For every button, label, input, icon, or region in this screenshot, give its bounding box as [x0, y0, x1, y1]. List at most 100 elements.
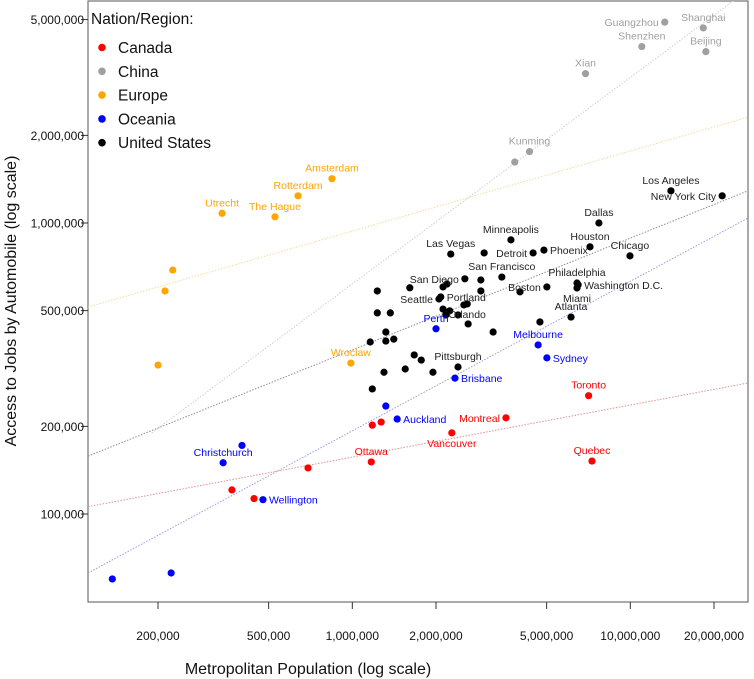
point-label-ottawa: Ottawa	[355, 446, 388, 458]
legend-marker-china	[98, 67, 106, 76]
data-point-europe	[218, 209, 226, 217]
data-point-united-states	[368, 385, 376, 393]
trend-line-china	[151, 1, 734, 434]
point-label-wroclaw: Wroclaw	[331, 347, 371, 359]
point-label-vancouver: Vancouver	[427, 438, 477, 450]
data-point-europe	[328, 175, 336, 183]
data-point-united-states	[498, 273, 506, 281]
data-point-united-states	[586, 243, 594, 251]
point-label-portland: Portland	[447, 292, 486, 304]
point-label-new-york-city: New York City	[651, 191, 717, 203]
point-label-the-hague: The Hague	[249, 201, 301, 213]
data-point-europe	[161, 287, 169, 295]
data-point-united-states	[480, 249, 488, 257]
data-point-oceania	[534, 341, 542, 349]
data-point-united-states	[442, 311, 450, 319]
point-label-quebec: Quebec	[574, 445, 611, 457]
legend: Nation/Region: Canada China Europe Oceania U…	[91, 11, 211, 152]
legend-marker-canada	[98, 43, 106, 52]
data-point-united-states	[373, 309, 381, 317]
point-label-dallas: Dallas	[584, 207, 613, 219]
point-label-brisbane: Brisbane	[461, 373, 503, 385]
data-point-united-states	[439, 305, 447, 313]
point-labels: Toronto Quebec Montreal Vancouver Ottawa Guan…	[194, 12, 726, 507]
data-point-oceania	[393, 415, 401, 423]
data-point-united-states	[536, 318, 544, 326]
point-label-christchurch: Christchurch	[194, 447, 253, 459]
x-tick-label: 10,000,000	[600, 629, 660, 643]
legend-item-oceania: Oceania	[118, 111, 176, 128]
x-axis: 200,000 500,000 1,000,000 2,000,000 5,000,00…	[136, 602, 744, 643]
data-point-china	[699, 24, 707, 32]
data-point-united-states	[386, 309, 394, 317]
legend-item-china: China	[118, 64, 159, 81]
data-point-canada	[585, 392, 593, 400]
data-point-united-states	[507, 236, 515, 244]
y-axis-title: Access to Jobs by Automobile (log scale)	[3, 156, 20, 447]
point-label-wellington: Wellington	[269, 495, 318, 507]
point-label-seattle: Seattle	[400, 294, 433, 306]
data-point-china	[581, 70, 590, 78]
point-label-auckland: Auckland	[403, 414, 446, 426]
point-label-miami: Miami	[563, 293, 591, 305]
data-point-canada	[502, 414, 510, 422]
data-point-united-states	[373, 287, 381, 295]
data-point-china	[638, 42, 646, 51]
data-point-united-states	[437, 293, 445, 301]
point-label-melbourne: Melbourne	[513, 329, 563, 341]
x-tick-label: 2,000,000	[409, 629, 463, 643]
point-label-perth: Perth	[423, 313, 448, 325]
data-point-united-states	[406, 284, 414, 292]
data-point-united-states	[567, 313, 575, 321]
data-point-europe	[347, 359, 355, 367]
data-point-united-states	[417, 356, 425, 364]
point-label-houston: Houston	[570, 231, 609, 243]
data-point-united-states	[461, 275, 469, 283]
point-label-shenzhen: Shenzhen	[618, 31, 665, 43]
trend-line-oceania	[88, 217, 748, 574]
legend-item-canada: Canada	[118, 40, 173, 57]
legend-item-europe: Europe	[118, 88, 168, 105]
point-label-san-francisco: San Francisco	[468, 261, 535, 273]
data-point-united-states	[529, 249, 537, 257]
data-point-united-states	[477, 287, 485, 295]
trend-lines	[88, 1, 748, 574]
data-point-united-states	[489, 328, 497, 336]
point-label-utrecht: Utrecht	[205, 197, 239, 209]
point-label-atlanta: Atlanta	[555, 301, 588, 313]
data-point-united-states	[626, 252, 634, 260]
data-point-oceania	[451, 374, 459, 382]
point-label-boston: Boston	[508, 282, 541, 294]
data-point-china	[511, 158, 519, 166]
y-tick-label: 500,000	[41, 304, 85, 318]
data-point-canada	[377, 418, 385, 426]
y-tick-label: 200,000	[41, 420, 85, 434]
trend-line-canada	[88, 382, 748, 508]
y-tick-label: 100,000	[41, 508, 85, 522]
point-label-xian: Xian	[575, 58, 596, 70]
data-point-canada	[368, 421, 376, 429]
data-point-united-states	[573, 284, 581, 292]
data-point-oceania	[382, 402, 390, 410]
data-point-united-states	[366, 338, 374, 346]
data-point-united-states	[429, 368, 437, 376]
data-point-china	[702, 48, 710, 56]
plot-frame	[87, 0, 749, 603]
data-point-oceania	[238, 441, 246, 450]
point-label-pittsburgh: Pittsburgh	[434, 351, 481, 363]
data-point-china	[661, 18, 669, 26]
data-point-oceania	[432, 325, 440, 333]
data-point-united-states	[516, 288, 524, 296]
data-point-europe	[169, 266, 177, 274]
legend-marker-united-states	[98, 138, 106, 147]
data-point-oceania	[543, 354, 551, 362]
data-point-oceania	[219, 459, 227, 467]
x-tick-label: 200,000	[136, 629, 180, 643]
point-label-kunming: Kunming	[509, 136, 551, 148]
data-point-europe	[271, 213, 279, 221]
data-point-united-states	[454, 311, 462, 319]
point-label-sydney: Sydney	[553, 353, 589, 365]
point-label-beijing: Beijing	[690, 36, 722, 48]
point-label-phoenix: Phoenix	[550, 245, 589, 257]
